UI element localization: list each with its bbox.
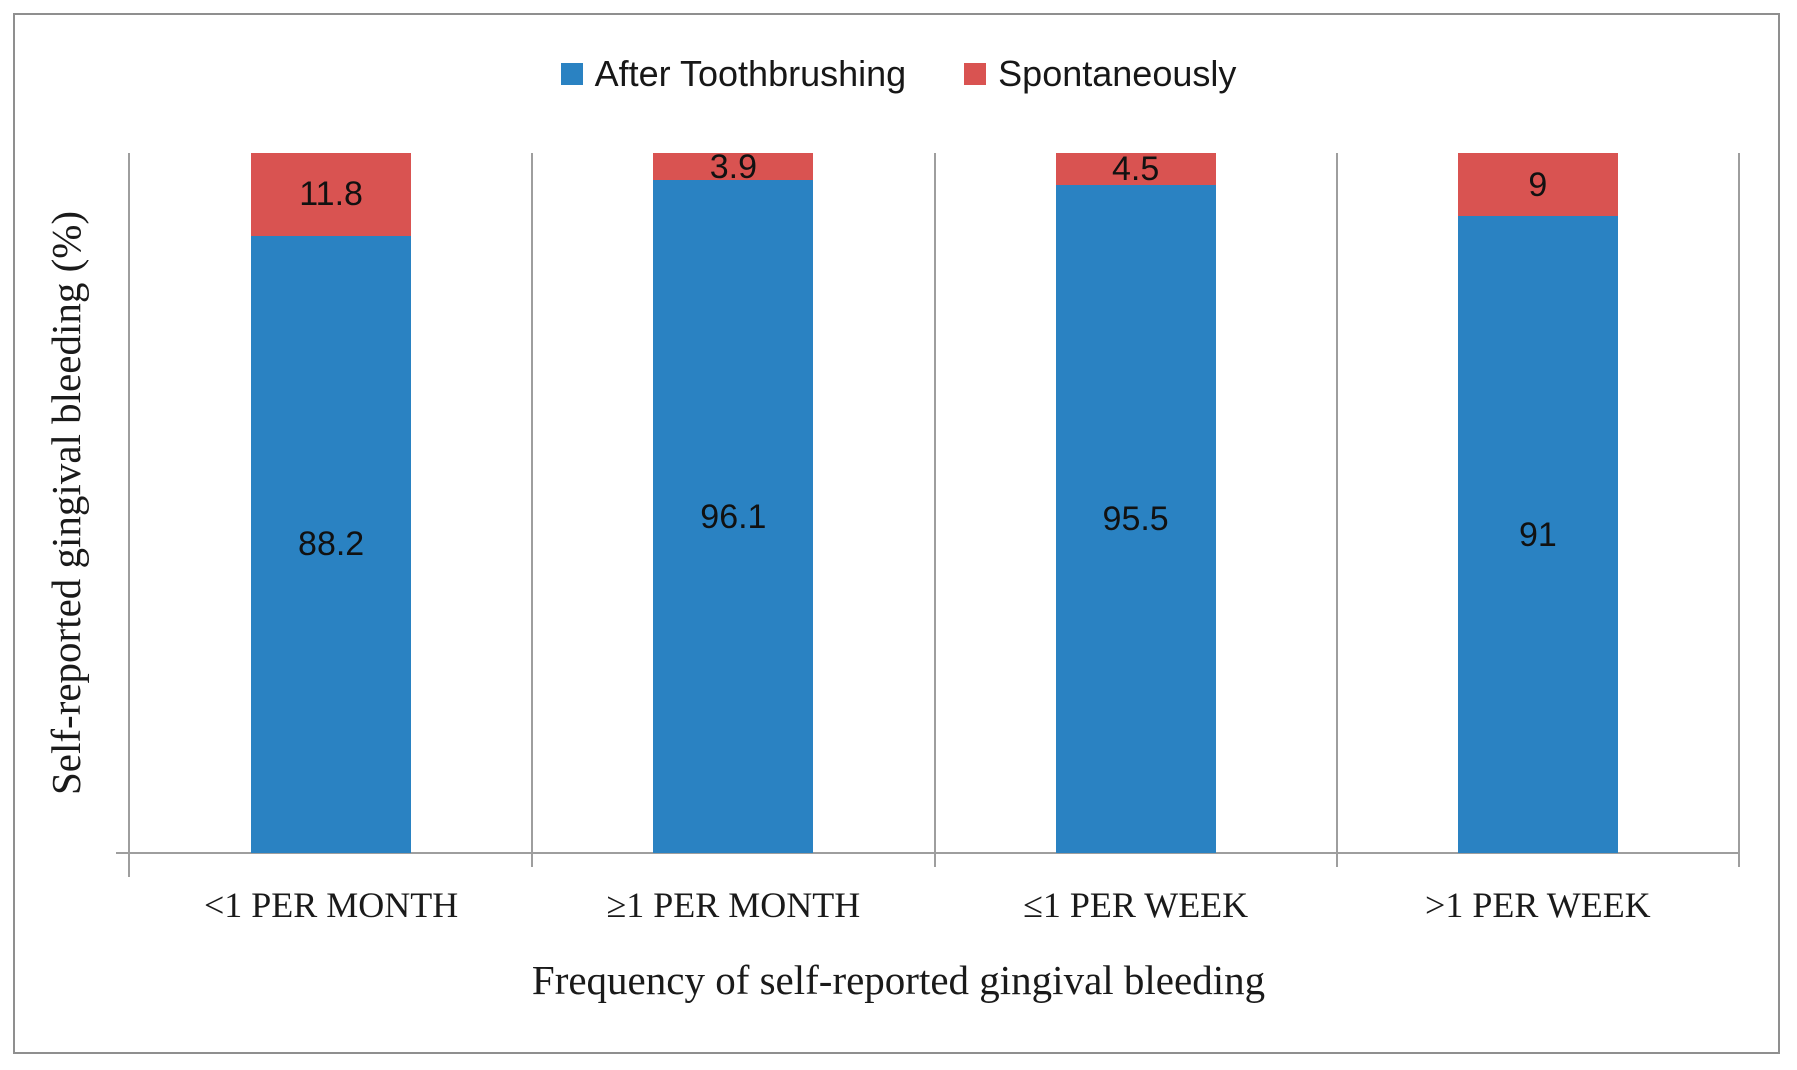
category-label-1-per-month: <1 PER MONTH xyxy=(203,885,459,925)
x-axis-line xyxy=(116,852,1739,854)
category-label-1-per-month: ≥1 PER MONTH xyxy=(606,885,861,925)
bar-value-label: 88.2 xyxy=(298,525,365,564)
bar-value-label: 96.1 xyxy=(700,497,767,536)
category-separator xyxy=(531,153,534,867)
bar-value-label: 9 xyxy=(1528,165,1548,204)
bar-1-per-month: 11.8 88.2 xyxy=(251,153,412,853)
bar-segment-after-toothbrushing: 96.1 xyxy=(653,180,814,853)
bar-1-per-week: 9 91 xyxy=(1457,153,1618,853)
category-separator xyxy=(933,153,936,867)
x-axis-title: Frequency of self-reported gingival blee… xyxy=(531,957,1266,1003)
category-label-1-per-week: ≤1 PER WEEK xyxy=(1023,885,1249,925)
legend-swatch-icon xyxy=(964,63,987,85)
bar-value-label: 4.5 xyxy=(1111,149,1160,188)
y-axis-title: Self-reported gingival bleeding (%) xyxy=(43,210,89,796)
legend-label: Spontaneously xyxy=(998,53,1237,94)
bar-segment-spontaneously: 11.8 xyxy=(251,153,412,236)
category-separator xyxy=(1335,153,1338,867)
bar-segment-spontaneously: 4.5 xyxy=(1055,149,1216,188)
bar-segment-after-toothbrushing: 91 xyxy=(1457,216,1618,853)
bar-1-per-week: 4.5 95.5 xyxy=(1055,149,1216,853)
category-label-1-per-week: >1 PER WEEK xyxy=(1425,885,1651,925)
bar-value-label: 91 xyxy=(1518,515,1557,554)
bar-value-label: 11.8 xyxy=(299,175,363,214)
figure-border xyxy=(13,13,1780,1054)
legend-label: After Toothbrushing xyxy=(594,53,907,94)
bar-segment-spontaneously: 3.9 xyxy=(653,150,814,184)
bar-segment-spontaneously: 9 xyxy=(1457,153,1618,216)
category-separator xyxy=(1738,153,1740,867)
legend: After Toothbrushing Spontaneously xyxy=(0,50,1797,98)
bar-segment-after-toothbrushing: 88.2 xyxy=(251,235,412,853)
y-axis-line xyxy=(128,153,130,877)
bar-segment-after-toothbrushing: 95.5 xyxy=(1055,184,1216,853)
legend-swatch-icon xyxy=(560,63,583,85)
category-axis: <1 PER MONTH ≥1 PER MONTH ≤1 PER WEEK >1 PE… xyxy=(130,884,1739,934)
bar-1-per-month: 3.9 96.1 xyxy=(653,150,814,853)
bar-value-label: 95.5 xyxy=(1102,499,1169,538)
legend-item-spontaneously: Spontaneously xyxy=(964,53,1236,95)
legend-item-after-toothbrushing: After Toothbrushing xyxy=(560,53,907,95)
plot-area: 11.8 88.2 3.9 96.1 4.5 95.5 9 91 xyxy=(130,149,1740,867)
bar-value-label: 3.9 xyxy=(709,147,757,186)
